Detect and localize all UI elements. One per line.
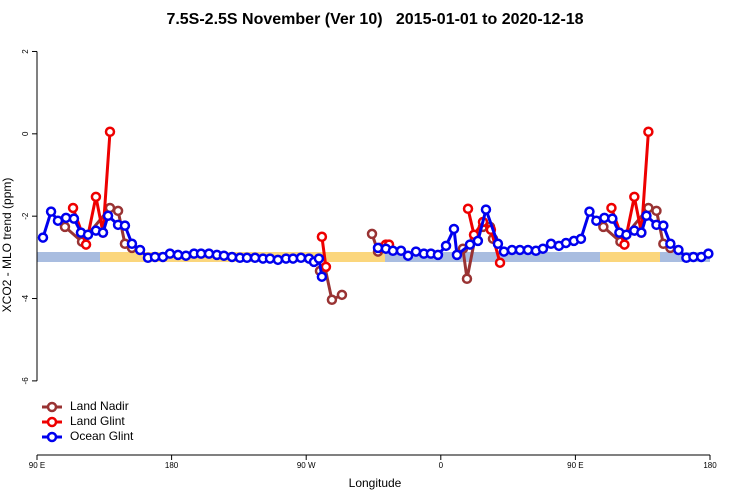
point: [387, 245, 399, 257]
legend-label: Land Glint: [70, 414, 125, 428]
point: [313, 253, 325, 264]
point: [658, 220, 669, 231]
point: [492, 238, 504, 250]
point: [37, 232, 49, 243]
y-tick-label: -6: [21, 377, 30, 385]
point: [52, 215, 64, 226]
point: [462, 203, 474, 215]
ocean-band: [37, 252, 100, 262]
point: [402, 250, 414, 261]
point: [395, 245, 407, 257]
legend-label: Land Nadir: [70, 399, 129, 413]
point: [326, 294, 338, 306]
point: [366, 228, 378, 240]
point: [316, 231, 328, 243]
point: [537, 243, 549, 254]
x-tick-label: 90 E: [29, 461, 45, 470]
point: [104, 126, 116, 138]
point: [598, 221, 609, 233]
chart-title: 7.5S-2.5S November (Ver 10) 2015-01-01 t…: [166, 11, 583, 28]
point: [703, 248, 714, 259]
y-tick-label: -4: [21, 294, 30, 302]
point: [651, 205, 662, 217]
point: [320, 261, 332, 273]
point: [134, 244, 146, 256]
point: [90, 191, 102, 203]
point: [461, 273, 473, 285]
legend-marker: [46, 401, 58, 413]
ocean-band: [385, 252, 600, 262]
legend-marker: [46, 416, 58, 428]
point: [619, 239, 630, 250]
point: [264, 253, 276, 264]
point: [643, 126, 654, 138]
point: [440, 240, 452, 252]
point: [591, 215, 602, 226]
point: [59, 221, 71, 233]
x-tick-label: 180: [165, 461, 179, 470]
point: [673, 244, 684, 256]
point: [68, 213, 80, 224]
point: [494, 257, 506, 268]
point: [514, 244, 526, 256]
point: [218, 250, 230, 261]
point: [119, 220, 131, 231]
point: [272, 254, 284, 266]
point: [112, 205, 124, 217]
point: [203, 248, 215, 259]
point: [472, 235, 484, 247]
point: [80, 239, 92, 250]
point: [480, 204, 492, 215]
point: [498, 246, 510, 257]
point: [448, 223, 460, 235]
point: [606, 202, 617, 214]
point: [629, 191, 640, 203]
point: [621, 229, 632, 240]
legend-marker: [46, 431, 58, 443]
point: [45, 206, 57, 217]
point: [82, 229, 94, 240]
point: [641, 210, 652, 222]
x-tick-label: 0: [439, 461, 444, 470]
legend-label: Ocean Glint: [70, 429, 134, 443]
point: [636, 227, 647, 238]
x-tick-label: 90 E: [567, 461, 583, 470]
y-tick-label: 0: [21, 131, 30, 136]
point: [164, 248, 176, 259]
point: [67, 202, 79, 214]
point: [102, 210, 114, 222]
point: [432, 249, 444, 261]
y-tick-label: -2: [21, 212, 30, 220]
point: [336, 289, 348, 301]
x-tick-label: 90 W: [297, 461, 316, 470]
point: [126, 238, 138, 250]
point: [316, 271, 328, 282]
point: [665, 238, 676, 250]
point: [451, 249, 463, 261]
point: [97, 227, 109, 238]
point: [241, 252, 253, 264]
x-tick-label: 180: [703, 461, 717, 470]
point: [607, 213, 618, 224]
point: [464, 239, 476, 250]
land-band: [600, 252, 660, 262]
y-axis-label: XCO2 - MLO trend (ppm): [0, 178, 14, 313]
point: [584, 206, 595, 217]
y-tick-label: 2: [21, 49, 30, 54]
point: [295, 252, 307, 264]
point: [180, 250, 192, 261]
point: [575, 233, 587, 245]
x-axis-label: Longitude: [349, 476, 402, 490]
